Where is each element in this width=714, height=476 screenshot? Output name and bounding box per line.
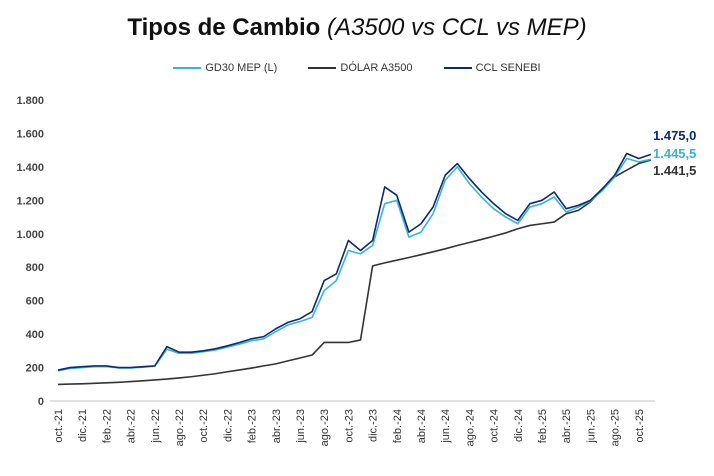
x-tick-label: jun.-25 (585, 409, 597, 444)
x-tick-label: abr.-23 (271, 409, 283, 443)
y-tick-label: 1.200 (16, 195, 44, 207)
legend-item-ccl: CCL SENEBI (443, 62, 541, 74)
y-tick-label: 400 (26, 329, 44, 341)
y-tick-label: 1.600 (16, 128, 44, 140)
y-tick-label: 1.400 (16, 162, 44, 174)
x-tick-label: dic.-24 (513, 409, 525, 442)
x-tick-label: feb.-25 (537, 409, 549, 443)
x-tick-label: oct.-22 (198, 409, 210, 443)
y-tick-label: 800 (26, 262, 44, 274)
x-tick-label: dic.-23 (368, 409, 380, 442)
title-subtitle: (A3500 vs CCL vs MEP) (326, 14, 587, 41)
y-tick-label: 0 (38, 396, 44, 408)
title-main: Tipos de Cambio (127, 14, 321, 41)
legend-swatch (173, 67, 202, 70)
x-tick-label: dic.-22 (222, 409, 234, 442)
x-tick-label: ago.-23 (319, 409, 331, 446)
x-tick-label: jun.-24 (440, 409, 452, 444)
chart-title: Tipos de Cambio (A3500 vs CCL vs MEP) (0, 14, 714, 42)
x-tick-label: oct.-21 (53, 409, 65, 443)
x-tick-label: ago.-25 (610, 409, 622, 446)
legend-item-a3500: DÓLAR A3500 (308, 62, 413, 74)
end-value-label: 1.441,5 (653, 163, 696, 178)
x-tick-label: abr.-25 (561, 409, 573, 443)
y-tick-label: 200 (26, 363, 44, 375)
legend-swatch (443, 67, 472, 70)
end-value-label: 1.475,0 (653, 128, 696, 143)
legend-swatch (308, 67, 337, 70)
series-line-0 (57, 157, 652, 372)
legend: GD30 MEP (L) DÓLAR A3500 CCL SENEBI (0, 62, 714, 74)
end-value-label: 1.445,5 (653, 146, 696, 161)
x-tick-label: ago.-22 (174, 409, 186, 446)
x-tick-label: oct.-25 (634, 409, 646, 443)
y-tick-label: 1.000 (16, 229, 44, 241)
x-tick-label: oct.-24 (489, 409, 501, 443)
series-line-2 (57, 152, 652, 371)
x-tick-label: dic.-21 (77, 409, 89, 442)
y-tick-label: 1.800 (16, 95, 44, 107)
x-tick-label: feb.-22 (101, 409, 113, 443)
x-tick-label: abr.-24 (416, 409, 428, 443)
x-tick-label: ago.-24 (464, 409, 476, 446)
x-tick-label: oct.-23 (343, 409, 355, 443)
y-tick-label: 600 (26, 296, 44, 308)
legend-item-mep: GD30 MEP (L) (173, 62, 277, 74)
x-tick-label: jun.-22 (150, 409, 162, 444)
x-tick-label: abr.-22 (126, 409, 138, 443)
x-tick-label: feb.-23 (247, 409, 259, 443)
x-tick-label: feb.-24 (392, 409, 404, 443)
x-tick-label: jun.-23 (295, 409, 307, 444)
series-line-1 (57, 159, 652, 386)
